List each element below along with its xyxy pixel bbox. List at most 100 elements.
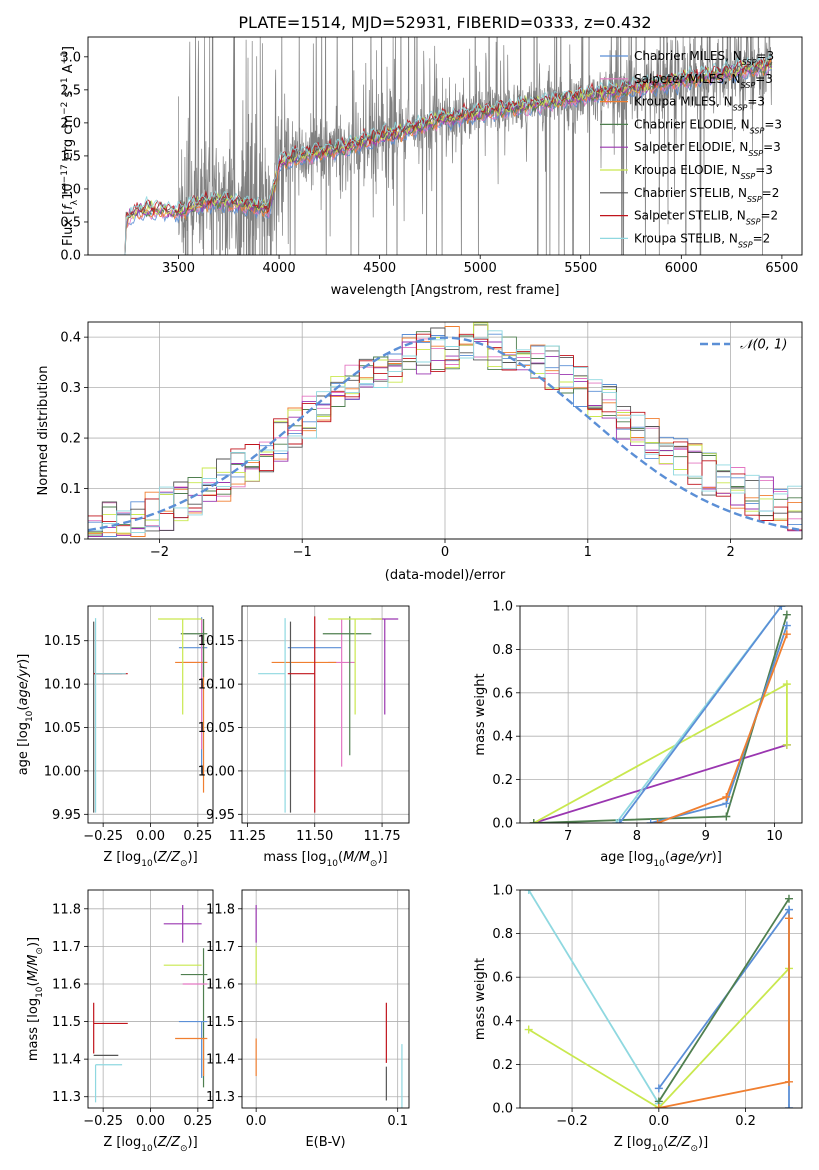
y-tick-label: 0.6	[492, 971, 513, 986]
weight-marker	[524, 1025, 533, 1034]
weight-line	[650, 625, 788, 823]
residual-legend: 𝒩(0, 1)	[700, 338, 787, 353]
weight-marker	[782, 610, 791, 619]
weight-line	[533, 682, 788, 823]
y-tick-label: 9.95	[206, 808, 235, 823]
y-tick-label: 10.15	[44, 634, 81, 649]
weight-marker	[784, 905, 793, 914]
x-tick-label: 10	[766, 829, 783, 844]
errorbar-point	[322, 616, 372, 756]
y-tick-label: 0.4	[492, 1014, 513, 1029]
weight-series	[524, 890, 663, 1108]
axes-frame	[519, 605, 803, 824]
y-tick-label: 11.5	[206, 1015, 235, 1030]
x-tick-label: 4000	[263, 261, 296, 276]
y-axis-label: mass [log10(M/M⊙)]	[26, 937, 45, 1061]
y-tick-label: 11.8	[52, 902, 81, 917]
x-tick-label: 0.0	[246, 1114, 267, 1129]
y-tick-label: 1.5	[60, 149, 81, 164]
y-tick-label: 10.15	[198, 634, 235, 649]
errorbar-point	[163, 905, 202, 943]
normal-curve	[88, 336, 800, 532]
plot-area-residuals	[88, 322, 802, 537]
errorbar-point	[371, 618, 399, 715]
legend-entry: Kroupa ELODIE, NSSP=3	[634, 163, 773, 181]
y-tick-label: 0.0	[492, 817, 513, 832]
x-axis-label: wavelength [Angstrom, rest frame]	[331, 283, 560, 298]
legend-entry: Kroupa STELIB, NSSP=2	[634, 231, 770, 249]
errorbar-point	[178, 1020, 208, 1078]
weight-series	[653, 630, 791, 823]
weight-marker	[784, 894, 793, 903]
y-tick-label: 0.3	[60, 381, 81, 396]
y-tick-label: 11.3	[206, 1090, 235, 1105]
axes-frame	[241, 889, 410, 1109]
axes-frame	[241, 605, 410, 824]
errorbar-point	[328, 619, 356, 767]
x-tick-label: −0.25	[83, 829, 123, 844]
x-tick-label: 1	[584, 545, 592, 560]
plot-area-age_vs_Z	[93, 617, 208, 813]
model-spectrum-line	[120, 61, 773, 255]
weight-marker	[784, 1104, 793, 1108]
legend-entry: Chabrier STELIB, NSSP=2	[634, 186, 779, 204]
x-tick-label: 0	[441, 545, 449, 560]
histogram-series	[88, 333, 802, 531]
panel-mass_vs_Z: −0.25 0.00 0.25 11.3 11.4 11.5 11.6 11.7 11.8 Z […	[26, 889, 214, 1154]
y-axis-label: mass weight	[473, 673, 488, 755]
x-axis-label: E(B-V)	[305, 1135, 345, 1150]
x-tick-label: 8	[633, 829, 641, 844]
x-tick-label: 11.50	[296, 829, 333, 844]
weight-line	[657, 633, 788, 823]
y-tick-label: 0.0	[492, 1102, 513, 1117]
y-tick-label: 11.7	[52, 940, 81, 955]
y-tick-label: 11.4	[206, 1053, 235, 1068]
weight-series	[529, 680, 791, 823]
panel-weight_vs_Z: −0.2 0.0 0.2 0.0 0.2 0.4 0.6 0.8 1.0 Z [log10(Z/Z…	[473, 884, 803, 1154]
legend-entry: Salpeter STELIB, NSSP=2	[634, 209, 778, 227]
errorbar-point	[258, 618, 286, 813]
y-axis-label: mass weight	[473, 958, 488, 1040]
weight-marker	[524, 890, 533, 894]
x-tick-label: 6500	[765, 261, 798, 276]
weight-series	[529, 610, 791, 823]
y-axis-label: Flux [fλ10−17 erg cm−2 s−1 A−1]	[60, 46, 80, 246]
panel-age_vs_mass: 11.25 11.50 11.75 9.95 10.00 10.05 10.10 10.15 m…	[198, 605, 410, 869]
plot-area-mass_vs_ebv	[255, 905, 403, 1108]
errorbar-point	[93, 1002, 128, 1054]
x-tick-label: 0.00	[136, 1114, 165, 1129]
y-axis-label: age [log10(age/yr)]	[16, 654, 35, 776]
weight-marker	[782, 621, 791, 630]
weight-marker	[653, 819, 662, 823]
weight-marker	[782, 740, 791, 749]
weight-marker	[722, 812, 731, 821]
errorbar-point	[94, 1064, 123, 1103]
x-tick-label: −1	[293, 545, 312, 560]
y-tick-label: 10.05	[44, 721, 81, 736]
y-tick-label: 0.5	[60, 215, 81, 230]
y-tick-label: 11.3	[52, 1090, 81, 1105]
x-axis-label: mass [log10(M/M⊙)]	[263, 850, 387, 869]
weight-line	[618, 606, 783, 823]
panel-spectrum: 3500 4000 4500 5000 5500 6000 6500 0.0 0.5 1.0 1.5…	[60, 36, 803, 298]
y-tick-label: 1.0	[492, 884, 513, 899]
plot-area-spectrum	[120, 37, 773, 255]
x-axis-label: Z [log10(Z/Z⊙)]	[103, 850, 197, 869]
weight-marker	[784, 1077, 793, 1086]
legend-entry: Chabrier ELODIE, NSSP=3	[634, 117, 782, 135]
legend-entry: Salpeter ELODIE, NSSP=3	[634, 140, 781, 158]
figure-title: PLATE=1514, MJD=52931, FIBERID=0333, z=0…	[238, 13, 651, 32]
weight-marker	[654, 1084, 663, 1093]
x-tick-label: 0.00	[136, 829, 165, 844]
y-tick-label: 3.0	[60, 50, 81, 65]
axes-frame	[519, 889, 803, 1109]
plot-area-weight_vs_Z	[524, 890, 793, 1108]
model-spectrum-line	[120, 59, 773, 255]
y-tick-label: 10.00	[44, 764, 81, 779]
x-tick-label: 2	[726, 545, 734, 560]
y-tick-label: 0.4	[492, 730, 513, 745]
weight-marker	[529, 819, 538, 823]
y-tick-label: 1.0	[492, 600, 513, 615]
histogram-series	[88, 322, 802, 534]
